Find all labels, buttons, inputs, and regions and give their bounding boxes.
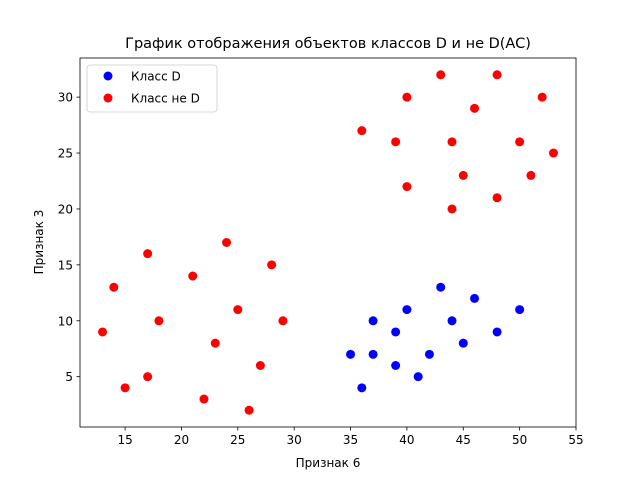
data-point-class-not-d xyxy=(199,394,209,404)
plot-frame xyxy=(79,57,577,428)
data-point-class-not-d xyxy=(278,316,288,326)
data-point-class-not-d xyxy=(492,193,502,203)
data-point-class-not-d xyxy=(210,338,220,348)
x-tick-label: 50 xyxy=(512,433,527,447)
data-point-class-not-d xyxy=(222,238,232,247)
x-tick-label: 35 xyxy=(343,433,358,447)
y-axis-label: Признак 3 xyxy=(32,210,46,275)
data-point-class-not-d xyxy=(458,170,468,180)
data-point-class-not-d xyxy=(244,405,254,415)
x-tick-label: 30 xyxy=(287,433,302,447)
x-tick-label: 40 xyxy=(399,433,414,447)
x-tick-label: 15 xyxy=(117,433,132,447)
data-point-class-not-d xyxy=(109,282,119,292)
data-point-class-not-d xyxy=(233,305,243,315)
data-point-class-d xyxy=(458,338,468,348)
data-point-class-not-d xyxy=(548,148,558,158)
x-axis-label: Признак 6 xyxy=(296,456,361,470)
data-point-class-not-d xyxy=(402,92,412,102)
legend-marker-class-not-d xyxy=(103,93,113,103)
data-point-class-d xyxy=(447,316,457,326)
data-point-class-d xyxy=(368,349,378,359)
legend-box xyxy=(86,64,218,113)
y-tick-label: 25 xyxy=(58,147,73,161)
data-point-class-not-d xyxy=(154,316,164,326)
data-point-class-d xyxy=(515,305,525,315)
data-point-class-not-d xyxy=(143,372,153,382)
data-point-class-d xyxy=(492,327,502,337)
data-point-class-d xyxy=(391,327,401,337)
x-tick-label: 25 xyxy=(230,433,245,447)
data-point-class-not-d xyxy=(470,103,480,113)
data-point-class-d xyxy=(357,383,367,393)
y-tick-label: 30 xyxy=(58,91,73,105)
legend-marker-class-d xyxy=(103,71,113,81)
legend: Класс D Класс не D xyxy=(86,64,218,113)
y-tick-label: 10 xyxy=(58,314,73,328)
data-point-class-not-d xyxy=(120,383,130,393)
data-point-class-not-d xyxy=(436,70,446,80)
data-point-class-not-d xyxy=(267,260,277,270)
x-tick-label: 45 xyxy=(456,433,471,447)
data-point-class-not-d xyxy=(447,204,457,214)
data-point-class-d xyxy=(402,305,412,315)
data-point-class-d xyxy=(346,349,356,359)
data-point-class-not-d xyxy=(402,182,412,192)
y-tick-label: 20 xyxy=(58,202,73,216)
data-point-class-not-d xyxy=(526,170,536,180)
y-tick-label: 15 xyxy=(58,258,73,272)
data-points xyxy=(98,70,558,415)
data-point-class-d xyxy=(413,372,423,382)
x-axis: 15 20 25 30 35 40 45 50 55 xyxy=(117,427,584,447)
data-point-class-not-d xyxy=(447,137,457,147)
data-point-class-d xyxy=(436,282,446,292)
y-tick-label: 5 xyxy=(65,370,73,384)
legend-label-class-d: Класс D xyxy=(131,70,181,84)
legend-label-class-not-d: Класс не D xyxy=(131,92,200,106)
data-point-class-not-d xyxy=(515,137,525,147)
data-point-class-not-d xyxy=(492,70,502,80)
x-tick-label: 20 xyxy=(174,433,189,447)
x-tick-label: 55 xyxy=(568,433,583,447)
plot-area xyxy=(80,58,576,427)
data-point-class-d xyxy=(470,293,480,303)
data-point-class-not-d xyxy=(143,249,153,259)
chart-title: График отображения объектов классов D и … xyxy=(125,36,531,52)
data-point-class-d xyxy=(368,316,378,326)
data-point-class-not-d xyxy=(391,137,401,147)
data-point-class-not-d xyxy=(188,271,198,281)
data-point-class-d xyxy=(391,361,401,370)
data-point-class-d xyxy=(424,349,434,359)
y-axis: 5 10 15 20 25 30 xyxy=(58,91,80,384)
data-point-class-not-d xyxy=(537,92,547,102)
data-point-class-not-d xyxy=(357,126,367,136)
data-point-class-not-d xyxy=(98,327,108,337)
data-point-class-not-d xyxy=(255,361,265,370)
